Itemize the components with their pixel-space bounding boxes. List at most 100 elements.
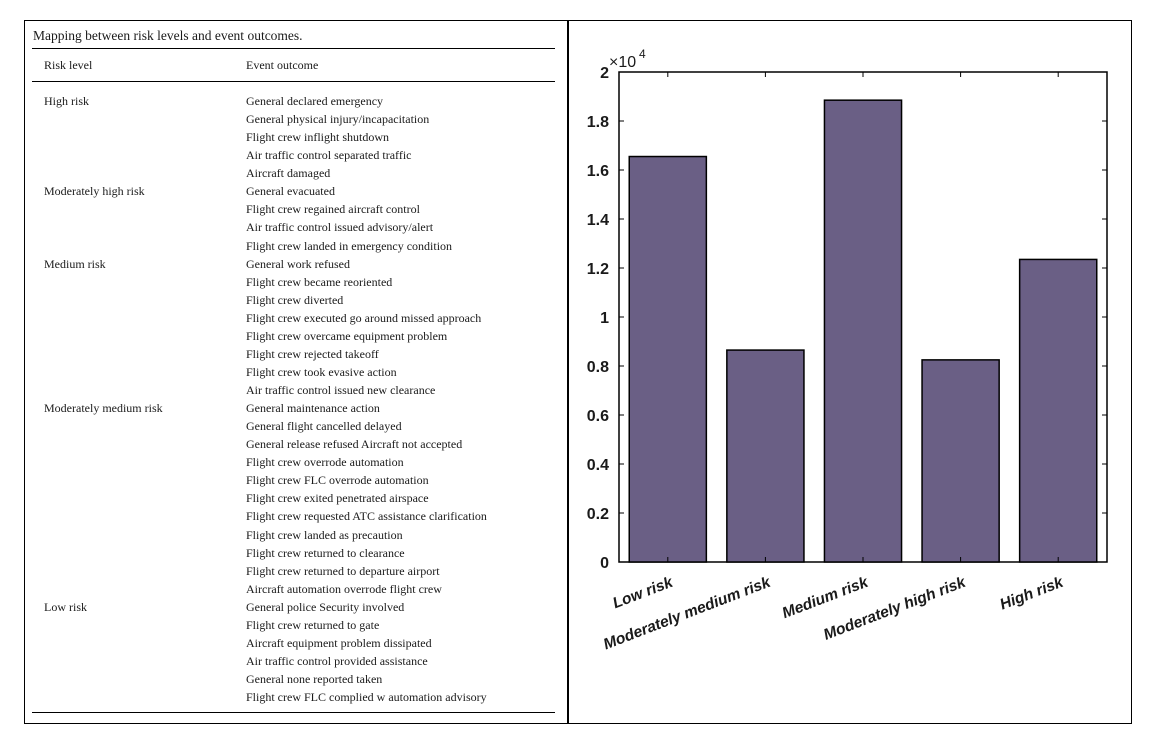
event-outcome-cell: Flight crew returned to departure airpor… <box>246 563 440 578</box>
event-outcome-cell: Air traffic control issued new clearance <box>246 383 436 397</box>
event-outcome-cell: Flight crew landed as precaution <box>246 527 403 542</box>
table-row: General none reported taken <box>26 670 566 688</box>
table-row: Flight crew became reoriented <box>26 273 566 291</box>
event-outcome-cell: Flight crew diverted <box>246 292 344 307</box>
table-row: Flight crew requested ATC assistance cla… <box>26 507 566 525</box>
table-row: Air traffic control separated traffic <box>26 146 566 164</box>
table-row: Flight crew FLC overrode automation <box>26 471 566 489</box>
table-row: Moderately medium risk General maintenanc… <box>26 399 566 417</box>
x-tick-label: Low risk <box>610 573 676 612</box>
risk-level-cell: Medium risk <box>44 256 106 271</box>
table-row: Air traffic control issued advisory/aler… <box>26 218 566 236</box>
table-row: Air traffic control provided assistance <box>26 652 566 670</box>
y-multiplier-exponent: 4 <box>639 47 646 61</box>
y-tick-label: 0.2 <box>587 506 609 523</box>
y-tick-label: 2 <box>600 65 609 82</box>
outcome-table: Mapping between risk levels and event ou… <box>26 22 566 722</box>
risk-level-cell: Moderately high risk <box>44 184 145 199</box>
event-outcome-cell: General work refused <box>246 256 350 271</box>
event-outcome-cell: Air traffic control separated traffic <box>246 148 412 163</box>
event-outcome-cell: Flight crew overrode automation <box>246 455 404 470</box>
event-outcome-cell: General none reported taken <box>246 672 383 686</box>
risk-level-cell: Moderately medium risk <box>44 401 163 416</box>
risk-level-cell: Low risk <box>44 599 87 614</box>
table-caption: Mapping between risk levels and event ou… <box>33 28 303 43</box>
table-row: High risk General declared emergency <box>26 92 566 110</box>
event-outcome-cell: Flight crew overcame equipment problem <box>246 328 448 343</box>
event-outcome-cell: General declared emergency <box>246 94 384 108</box>
bar <box>823 99 903 563</box>
event-outcome-cell: Flight crew executed go around missed ap… <box>246 310 482 325</box>
table-row: Flight crew took evasive action <box>26 363 566 381</box>
table-row: Flight crew returned to clearance <box>26 544 566 562</box>
table-row: Aircraft damaged <box>26 164 566 182</box>
event-outcome-cell: Flight crew returned to clearance <box>246 545 405 560</box>
x-tick-label: Moderately medium risk <box>601 573 774 653</box>
event-outcome-cell: Flight crew exited penetrated airspace <box>246 491 429 506</box>
table-row: Flight crew FLC complied w automation ad… <box>26 688 566 706</box>
table-row: Moderately high risk General evacuated <box>26 182 566 200</box>
table-row: Flight crew exited penetrated airspace <box>26 489 566 507</box>
table-row: Aircraft automation overrode flight crew <box>26 580 566 598</box>
event-outcome-cell: Flight crew FLC complied w automation ad… <box>246 690 487 705</box>
table-top-rule <box>32 48 555 49</box>
bar <box>921 359 1000 563</box>
y-tick-label: 1.2 <box>587 261 609 278</box>
event-outcome-cell: Flight crew rejected takeoff <box>246 346 379 361</box>
table-row: Flight crew overcame equipment problem <box>26 327 566 345</box>
y-tick-label: 1 <box>600 310 609 327</box>
y-tick-label: 0 <box>600 555 609 572</box>
bar-chart-panel: Low risk Moderately medium risk Medium ris… <box>569 22 1131 722</box>
event-outcome-cell: Aircraft automation overrode flight crew <box>246 581 442 596</box>
table-row: Flight crew inflight shutdown <box>26 128 566 146</box>
x-tick-label: High risk <box>998 573 1067 613</box>
event-outcome-cell: General release refused Aircraft not acc… <box>246 437 463 452</box>
table-row: Low risk General police Security involved <box>26 598 566 616</box>
y-tick-label: 1.4 <box>587 212 609 229</box>
figure-frame <box>24 20 1132 724</box>
event-outcome-cell: General evacuated <box>246 184 335 199</box>
event-outcome-cell: Flight crew landed in emergency conditio… <box>246 238 453 253</box>
table-row: General flight cancelled delayed <box>26 417 566 435</box>
table-row: Flight crew rejected takeoff <box>26 345 566 363</box>
bar <box>1018 258 1098 563</box>
event-outcome-cell: Flight crew became reoriented <box>246 274 393 289</box>
event-outcome-cell: General police Security involved <box>246 599 405 614</box>
column-header-risk-level: Risk level <box>44 58 93 72</box>
panel-divider <box>567 20 569 724</box>
event-outcome-cell: Air traffic control provided assistance <box>246 653 428 668</box>
bar <box>726 349 805 563</box>
table-row: Air traffic control issued new clearance <box>26 381 566 399</box>
table-row: Aircraft equipment problem dissipated <box>26 634 566 652</box>
table-row: Flight crew executed go around missed ap… <box>26 309 566 327</box>
table-row: Flight crew returned to departure airpor… <box>26 562 566 580</box>
event-outcome-cell: Flight crew regained aircraft control <box>246 202 420 217</box>
table-row: Flight crew landed as precaution <box>26 526 566 544</box>
event-outcome-cell: Aircraft damaged <box>246 166 331 181</box>
y-tick-label: 0.6 <box>587 408 609 425</box>
y-tick-label: 1.6 <box>587 163 609 180</box>
risk-level-cell: High risk <box>44 94 89 108</box>
event-outcome-cell: Aircraft equipment problem dissipated <box>246 635 432 650</box>
table-row: Flight crew returned to gate <box>26 616 566 634</box>
event-outcome-cell: Air traffic control issued advisory/aler… <box>246 220 434 235</box>
event-outcome-cell: General maintenance action <box>246 401 380 416</box>
event-outcome-cell: General flight cancelled delayed <box>246 419 402 434</box>
table-row: Flight crew diverted <box>26 291 566 309</box>
table-bottom-rule <box>32 712 555 713</box>
table-row: Flight crew landed in emergency conditio… <box>26 237 566 255</box>
y-tick-label: 0.8 <box>587 359 609 376</box>
table-row: Medium risk General work refused <box>26 255 566 273</box>
bar <box>628 155 708 563</box>
event-outcome-cell: Flight crew returned to gate <box>246 617 380 632</box>
table-row: Flight crew overrode automation <box>26 453 566 471</box>
column-header-event-outcome: Event outcome <box>246 58 319 72</box>
event-outcome-cell: Flight crew took evasive action <box>246 364 397 379</box>
event-outcome-cell: General physical injury/incapacitation <box>246 112 430 127</box>
table-row: General release refused Aircraft not acc… <box>26 435 566 453</box>
event-outcome-cell: Flight crew FLC overrode automation <box>246 473 429 488</box>
event-outcome-cell: Flight crew requested ATC assistance cla… <box>246 509 487 524</box>
table-body: High risk General declared emergency Gener… <box>26 92 566 706</box>
y-tick-label: 0.4 <box>587 457 609 474</box>
